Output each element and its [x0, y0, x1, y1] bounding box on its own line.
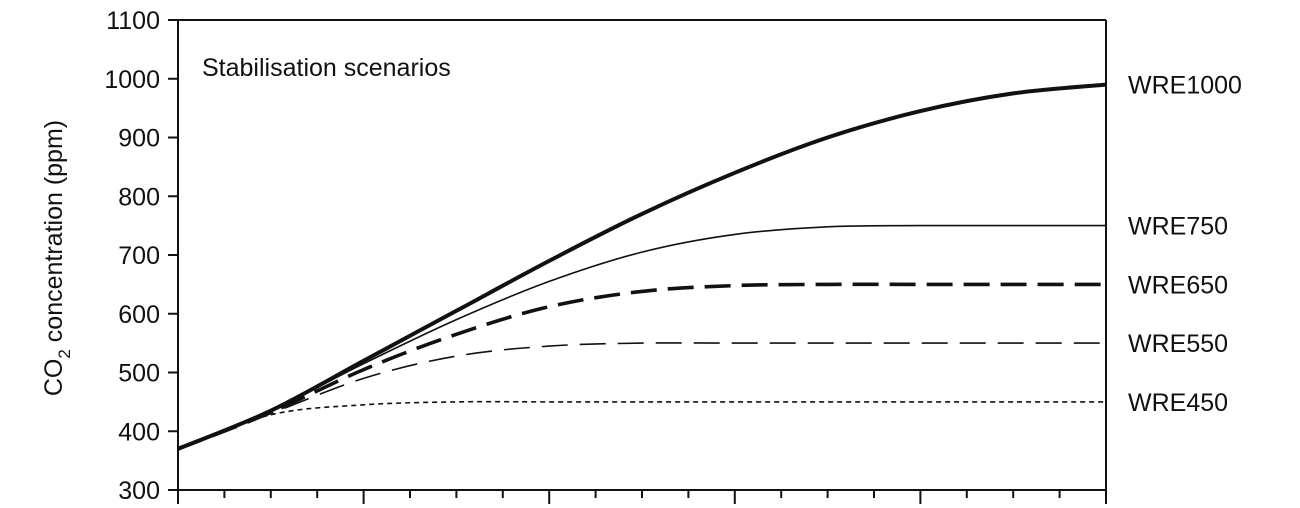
y-tick-label: 700	[118, 242, 160, 270]
series-label-wre750: WRE750	[1128, 213, 1228, 241]
axes	[177, 19, 1107, 491]
y-axis-label-rest: concentration (ppm)	[40, 120, 68, 349]
series-labels: WRE1000 WRE750 WRE650 WRE550 WRE450	[1128, 72, 1242, 417]
y-ticks: 300 400 500 600 700 800 900 1000 1100	[104, 7, 178, 505]
y-tick-label: 1000	[104, 66, 160, 94]
series-label-wre550: WRE550	[1128, 330, 1228, 358]
y-tick-label: 800	[118, 183, 160, 211]
y-tick-label: 300	[118, 477, 160, 505]
series-line-wre750	[177, 224, 1106, 450]
chart-annotation: Stabilisation scenarios	[202, 54, 451, 82]
series-line-wre650	[177, 282, 1106, 451]
y-tick-label: 900	[118, 125, 160, 153]
y-tick-label: 600	[118, 301, 160, 329]
y-axis-label: CO2 concentration (ppm)	[40, 120, 74, 396]
series-line-wre450	[177, 400, 1106, 450]
x-ticks	[177, 490, 1107, 504]
series-label-wre450: WRE450	[1128, 389, 1228, 417]
series-line-wre550	[177, 342, 1106, 450]
y-axis-label-co: CO	[40, 359, 68, 397]
series-label-wre650: WRE650	[1128, 271, 1228, 299]
series-lines	[177, 82, 1107, 451]
y-tick-label: 500	[118, 360, 160, 388]
series-line-wre1000	[177, 82, 1107, 451]
y-axis-label-subscript: 2	[55, 349, 74, 358]
series-label-wre1000: WRE1000	[1128, 72, 1242, 100]
y-tick-label: 400	[118, 418, 160, 446]
y-tick-label: 1100	[106, 7, 160, 35]
